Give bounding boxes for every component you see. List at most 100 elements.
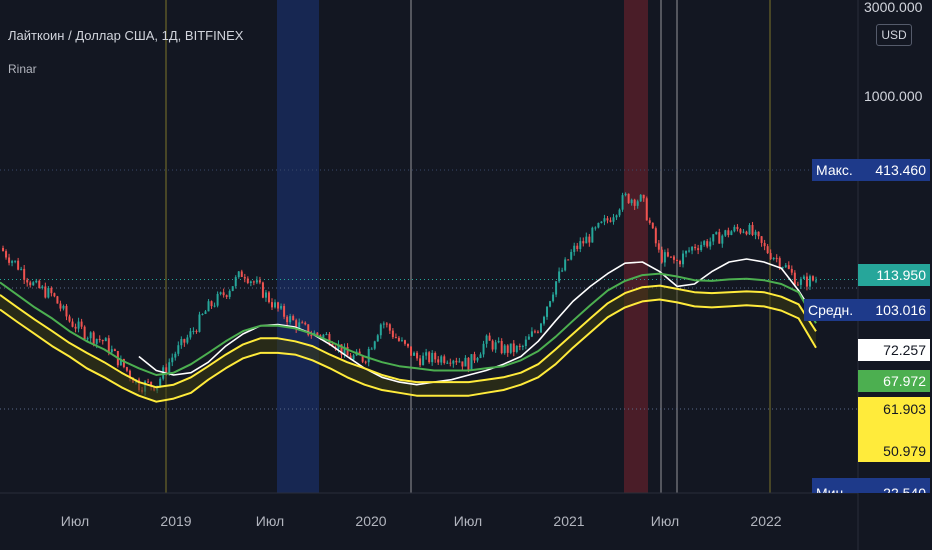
avg-caption: Средн. bbox=[804, 299, 858, 321]
candle-body bbox=[219, 292, 222, 294]
candle-body bbox=[657, 243, 660, 250]
candle-body bbox=[59, 303, 62, 309]
candle-body bbox=[585, 236, 588, 244]
candle-body bbox=[192, 330, 195, 332]
candle-body bbox=[403, 340, 406, 344]
candle-body bbox=[703, 241, 706, 245]
candle-body bbox=[754, 231, 757, 235]
candle-body bbox=[766, 246, 769, 254]
candle-body bbox=[455, 360, 458, 363]
time-tick-0: Июл bbox=[61, 513, 89, 529]
candle-body bbox=[183, 339, 186, 343]
candle-body bbox=[485, 335, 488, 344]
candle-body bbox=[201, 313, 204, 315]
yellow-upper-text: 61.903 bbox=[883, 401, 926, 417]
candle-body bbox=[150, 381, 153, 387]
candle-body bbox=[98, 338, 101, 341]
candle-body bbox=[189, 331, 192, 338]
candle-body bbox=[216, 293, 219, 306]
candle-body bbox=[261, 282, 264, 298]
candle-body bbox=[467, 357, 470, 371]
candle-body bbox=[180, 339, 183, 346]
candle-body bbox=[639, 194, 642, 202]
candle-body bbox=[213, 305, 216, 307]
candle-body bbox=[56, 296, 59, 304]
candle-body bbox=[304, 322, 307, 325]
candle-body bbox=[570, 251, 573, 260]
candle-body bbox=[688, 250, 691, 252]
currency-button[interactable]: USD bbox=[876, 24, 912, 46]
candle-body bbox=[165, 367, 168, 373]
candle-body bbox=[367, 349, 370, 363]
candle-body bbox=[92, 332, 95, 344]
candle-body bbox=[246, 278, 249, 283]
candle-body bbox=[588, 236, 591, 243]
yellow-lower-line bbox=[0, 298, 817, 403]
candle-body bbox=[464, 357, 467, 367]
candle-body bbox=[416, 352, 419, 359]
candle-body bbox=[552, 294, 555, 302]
candle-body bbox=[346, 346, 349, 356]
candle-body bbox=[295, 320, 298, 329]
candle-body bbox=[289, 316, 292, 323]
candle-body bbox=[325, 334, 328, 336]
red-zone bbox=[624, 0, 648, 493]
candle-body bbox=[576, 245, 579, 249]
candle-body bbox=[600, 221, 603, 223]
candle-body bbox=[62, 305, 65, 309]
candle-body bbox=[370, 348, 373, 350]
green-line bbox=[0, 272, 817, 376]
candle-body bbox=[249, 281, 252, 283]
candle-body bbox=[240, 271, 243, 277]
candle-body bbox=[642, 194, 645, 199]
candle-body bbox=[258, 280, 261, 283]
candle-body bbox=[778, 258, 781, 268]
candle-body bbox=[564, 259, 567, 271]
candle-body bbox=[527, 336, 530, 340]
candle-body bbox=[679, 260, 681, 265]
candle-body bbox=[781, 267, 784, 269]
candle-body bbox=[524, 339, 527, 347]
candle-body bbox=[252, 281, 255, 283]
candle-body bbox=[382, 323, 385, 325]
avg-value-label: 103.016 bbox=[858, 299, 930, 321]
candle-body bbox=[539, 323, 542, 333]
candle-body bbox=[663, 252, 666, 263]
price-tick-3000: 3000.000 bbox=[864, 0, 923, 15]
candle-body bbox=[119, 358, 122, 366]
candle-body bbox=[558, 271, 561, 282]
candle-body bbox=[709, 241, 712, 247]
candle-body bbox=[83, 326, 86, 339]
indicator-name[interactable]: Rinar bbox=[8, 62, 37, 76]
candle-body bbox=[555, 281, 558, 295]
candle-body bbox=[434, 352, 437, 360]
candle-body bbox=[204, 311, 207, 314]
candle-body bbox=[775, 257, 778, 259]
candle-body bbox=[724, 230, 727, 236]
candle-body bbox=[597, 222, 600, 228]
candle-body bbox=[186, 337, 189, 343]
candle-body bbox=[621, 195, 624, 210]
candle-body bbox=[65, 305, 68, 317]
candle-body bbox=[210, 301, 213, 307]
candle-body bbox=[159, 378, 162, 386]
candle-body bbox=[579, 241, 582, 249]
candle-body bbox=[630, 199, 633, 204]
candle-body bbox=[530, 331, 533, 337]
candle-body bbox=[715, 232, 718, 235]
candle-body bbox=[666, 252, 669, 257]
candle-body bbox=[17, 260, 20, 270]
candle-body bbox=[736, 226, 739, 230]
candle-body bbox=[29, 282, 32, 286]
candle-body bbox=[739, 229, 742, 233]
candle-body bbox=[228, 290, 231, 297]
candle-body bbox=[225, 295, 228, 297]
symbol-title[interactable]: Лайткоин / Доллар США, 1Д, BITFINEX bbox=[8, 28, 244, 43]
candle-body bbox=[361, 355, 364, 362]
candle-body bbox=[177, 345, 180, 354]
candle-body bbox=[506, 345, 509, 353]
candle-body bbox=[515, 345, 518, 352]
candle-body bbox=[337, 344, 340, 349]
candle-body bbox=[32, 282, 35, 286]
